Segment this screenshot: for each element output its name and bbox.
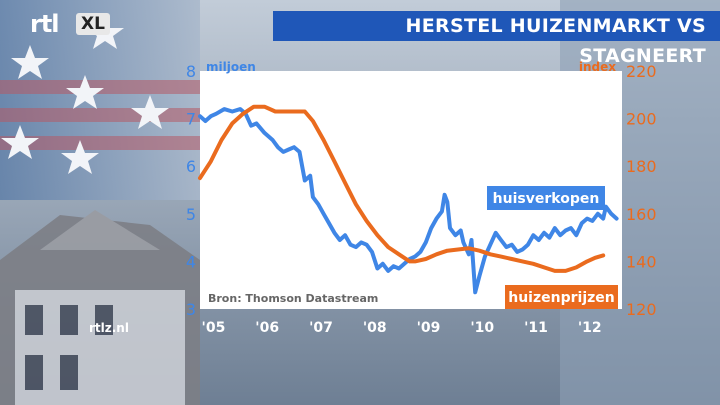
x-axis-tick-label: '09 [417,320,441,336]
x-axis-tick-label: '06 [255,320,279,336]
left-axis-tick-label: 5 [186,205,196,224]
page-title: HERSTEL HUIZENMARKT VS STAGNEERT [405,15,706,67]
right-axis-label: index [579,60,616,74]
left-axis-tick-label: 3 [186,300,196,319]
rtlz-watermark: rtlz.nl [89,321,129,335]
left-axis-tick-label: 7 [186,110,196,129]
left-axis-label: miljoen [206,60,256,74]
left-axis-tick-label: 4 [186,252,196,271]
x-axis-tick-label: '07 [309,320,333,336]
x-axis-tick-label: '05 [202,320,226,336]
legend-box-huizenprijzen [505,285,618,309]
logo-xl-badge: XL [76,13,110,35]
x-axis-tick-label: '11 [524,320,548,336]
series-line-huizenprijzen [198,104,606,273]
right-axis-tick-label: 220 [626,62,657,81]
title-bar: HERSTEL HUIZENMARKT VS STAGNEERT [273,11,720,67]
left-axis-tick-label: 8 [186,62,196,81]
x-axis-tick-label: '10 [470,320,494,336]
legend-label-huizenprijzen: huizenprijzen [508,290,614,306]
right-axis-tick-label: 120 [626,300,657,319]
logo-rtl-text: rtl [30,10,60,38]
right-axis-tick-label: 140 [626,252,657,271]
right-axis-tick-label: 200 [626,110,657,129]
left-axis-tick-label: 6 [186,157,196,176]
legend-label-huisverkopen: huisverkopen [493,191,600,207]
source-label: Bron: Thomson Datastream [208,292,378,305]
series-line-huisverkopen [198,107,619,295]
right-axis-tick-label: 160 [626,205,657,224]
x-axis-tick-label: '12 [578,320,602,336]
x-axis-tick-label: '08 [363,320,387,336]
legend-box-huisverkopen [487,186,605,210]
right-axis-tick-label: 180 [626,157,657,176]
